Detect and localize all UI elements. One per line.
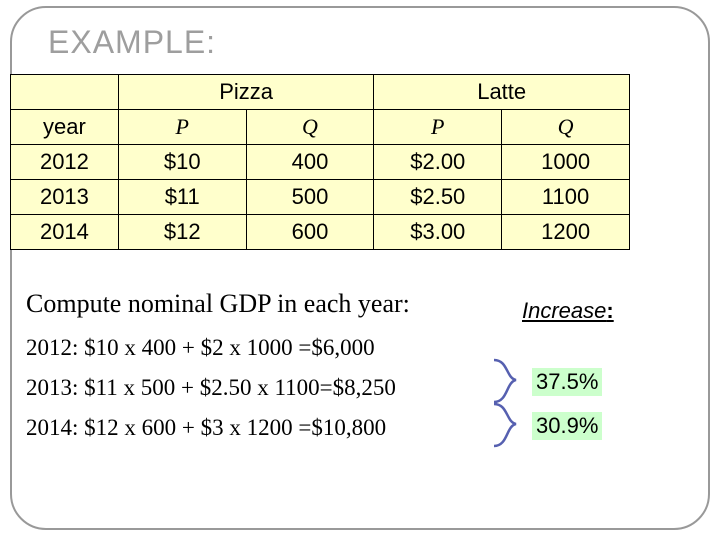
bracket-icon: [492, 402, 532, 450]
table-group-header-row: Pizza Latte: [11, 75, 630, 110]
table-row: 2014 $12 600 $3.00 1200: [11, 215, 630, 250]
cell-value: 500: [246, 180, 374, 215]
cell-value: $2.50: [374, 180, 502, 215]
cell-value: $3.00: [374, 215, 502, 250]
sub-header-pizza-p: P: [118, 110, 246, 145]
cell-value: $10: [118, 145, 246, 180]
cell-value: 1200: [502, 215, 630, 250]
increase-percent-2: 30.9%: [532, 412, 602, 440]
increase-label-text: Increase: [522, 298, 606, 323]
cell-year: 2012: [11, 145, 119, 180]
cell-year: 2013: [11, 180, 119, 215]
table-row: 2013 $11 500 $2.50 1100: [11, 180, 630, 215]
cell-value: 400: [246, 145, 374, 180]
increase-label-colon: :: [606, 298, 613, 323]
sub-header-year: year: [11, 110, 119, 145]
slide-frame: EXAMPLE: Pizza Latte year P Q P Q 2012 $…: [10, 6, 710, 530]
sub-header-latte-q: Q: [502, 110, 630, 145]
header-empty-cell: [11, 75, 119, 110]
price-quantity-table: Pizza Latte year P Q P Q 2012 $10 400 $2…: [10, 74, 630, 250]
group-header-pizza: Pizza: [118, 75, 374, 110]
sub-header-latte-p: P: [374, 110, 502, 145]
cell-value: 1000: [502, 145, 630, 180]
cell-year: 2014: [11, 215, 119, 250]
increase-label: Increase:: [522, 298, 614, 324]
cell-value: 600: [246, 215, 374, 250]
group-header-latte: Latte: [374, 75, 630, 110]
increase-percent-1: 37.5%: [532, 368, 602, 396]
instruction-text: Compute nominal GDP in each year:: [26, 288, 486, 321]
slide-title: EXAMPLE:: [12, 8, 708, 61]
cell-value: $11: [118, 180, 246, 215]
table-row: 2012 $10 400 $2.00 1000: [11, 145, 630, 180]
table-sub-header-row: year P Q P Q: [11, 110, 630, 145]
cell-value: $12: [118, 215, 246, 250]
calc-line-2012: 2012: $10 x 400 + $2 x 1000 =$6,000: [26, 335, 694, 361]
sub-header-pizza-q: Q: [246, 110, 374, 145]
cell-value: $2.00: [374, 145, 502, 180]
bracket-icon: [492, 358, 532, 406]
cell-value: 1100: [502, 180, 630, 215]
